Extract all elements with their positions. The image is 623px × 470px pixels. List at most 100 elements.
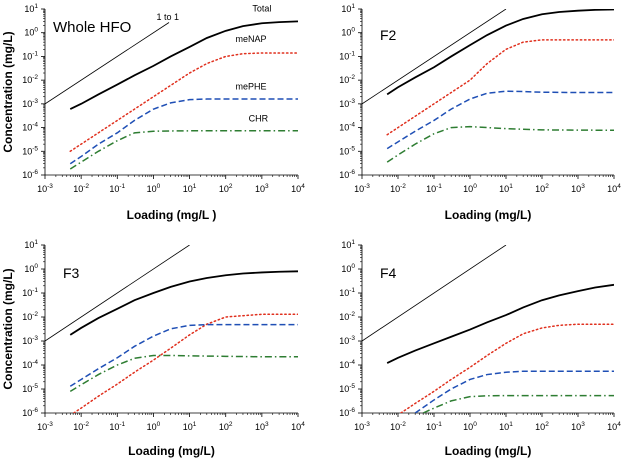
series-line-chr	[69, 354, 298, 392]
y-tick-label: 101	[341, 239, 355, 250]
series-line-chr	[69, 130, 298, 170]
x-tick-label: 101	[499, 421, 513, 432]
y-tick-label: 10-5	[339, 383, 355, 394]
y-tick-label: 100	[24, 263, 38, 274]
x-tick-label: 10-3	[354, 421, 370, 432]
chart-panel-3: 10-3 10-2 10-1 100 101 102 103 104 10-6 10-5 10-4 1…	[1, 239, 305, 458]
series-line-chr	[386, 125, 614, 163]
x-axis-label: Loading (mg/L)	[128, 444, 215, 458]
x-tick-label: 10-3	[37, 183, 53, 194]
y-tick-label: 10-3	[339, 98, 355, 109]
x-axis-label: Loading (mg/L)	[445, 444, 532, 458]
series-annotation: 1 to 1	[157, 12, 180, 22]
x-tick-label: 10-1	[426, 421, 442, 432]
y-tick-label: 101	[341, 3, 355, 14]
series-group	[362, 245, 614, 413]
y-tick-label: 10-1	[339, 50, 355, 61]
y-tick-label: 10-4	[339, 359, 355, 370]
x-tick-label: 104	[291, 421, 305, 432]
chart-panel-4: 10-3 10-2 10-1 100 101 102 103 104 10-6 10-5 10-4 1…	[339, 239, 621, 458]
series-annotation: CHR	[249, 114, 269, 124]
x-tick-label: 10-2	[73, 421, 89, 432]
y-tick-label: 10-4	[339, 122, 355, 133]
x-tick-label: 104	[607, 183, 621, 194]
series-line-1-to-1	[45, 245, 190, 342]
series-line-1-to-1	[45, 22, 170, 105]
series-annotation: Total	[252, 3, 271, 13]
x-tick-label: 104	[291, 183, 305, 194]
y-tick-label: 101	[24, 239, 38, 250]
y-axis-label: Concentration (mg/L)	[1, 268, 15, 389]
y-tick-label: 10-1	[22, 50, 38, 61]
y-axis-label: Concentration (mg/L)	[1, 31, 15, 152]
series-group	[362, 9, 614, 163]
chart-panel-1: 10-3 10-2 10-1 100 101 102 103 104 10-6 10-5 10-4 1…	[1, 3, 305, 222]
x-axis-label: Loading (mg/L)	[445, 208, 532, 222]
x-tick-label: 103	[571, 421, 585, 432]
x-tick-label: 100	[147, 183, 161, 194]
series-annotation: mePHE	[235, 82, 266, 92]
y-tick-label: 10-5	[339, 145, 355, 156]
x-tick-label: 10-2	[73, 183, 89, 194]
x-tick-label: 101	[183, 183, 197, 194]
series-group	[45, 245, 298, 413]
series-line-1-to-1	[362, 9, 507, 105]
x-tick-label: 101	[183, 421, 197, 432]
y-tick-label: 10-3	[339, 335, 355, 346]
y-tick-label: 101	[24, 3, 38, 14]
y-tick-label: 10-4	[22, 359, 38, 370]
series-line-total	[386, 9, 614, 96]
y-tick-label: 100	[341, 263, 355, 274]
y-tick-label: 10-6	[339, 407, 355, 418]
x-tick-label: 102	[219, 421, 233, 432]
y-tick-label: 10-6	[22, 407, 38, 418]
x-tick-label: 102	[535, 421, 549, 432]
y-tick-label: 10-2	[339, 74, 355, 85]
series-line-1-to-1	[362, 245, 507, 342]
x-tick-label: 10-1	[109, 421, 125, 432]
y-tick-label: 10-2	[22, 74, 38, 85]
y-tick-label: 10-5	[22, 383, 38, 394]
y-tick-label: 10-3	[22, 335, 38, 346]
series-line-menap	[386, 39, 614, 136]
x-tick-label: 10-2	[390, 421, 406, 432]
series-line-mephe	[69, 323, 298, 387]
x-tick-label: 101	[499, 183, 513, 194]
x-tick-label: 10-3	[37, 421, 53, 432]
x-tick-label: 10-2	[390, 183, 406, 194]
series-line-menap	[69, 52, 298, 153]
x-tick-label: 104	[607, 421, 621, 432]
x-tick-label: 102	[535, 183, 549, 194]
series-line-mephe	[386, 90, 614, 150]
y-tick-label: 10-2	[339, 311, 355, 322]
x-tick-label: 10-3	[354, 183, 370, 194]
panel-title: F3	[63, 265, 80, 281]
x-tick-label: 103	[255, 421, 269, 432]
x-axis-label: Loading (mg/L )	[127, 208, 217, 222]
chart-panel-2: 10-3 10-2 10-1 100 101 102 103 104 10-6 10-5 10-4 1…	[339, 3, 621, 222]
panel-title: F4	[380, 265, 397, 281]
y-tick-label: 10-1	[22, 287, 38, 298]
series-line-total	[386, 283, 614, 364]
x-tick-label: 10-1	[109, 183, 125, 194]
x-tick-label: 103	[255, 183, 269, 194]
x-tick-label: 100	[147, 421, 161, 432]
y-tick-label: 10-6	[22, 169, 38, 180]
y-tick-label: 10-4	[22, 122, 38, 133]
series-line-chr	[422, 394, 614, 413]
y-tick-label: 100	[341, 27, 355, 38]
series-line-menap	[400, 323, 614, 413]
series-annotation: meNAP	[235, 34, 266, 44]
x-tick-label: 103	[571, 183, 585, 194]
x-tick-label: 10-1	[426, 183, 442, 194]
x-tick-label: 100	[463, 421, 477, 432]
x-tick-label: 102	[219, 183, 233, 194]
y-tick-label: 10-1	[339, 287, 355, 298]
series-line-mephe	[414, 370, 614, 413]
series-line-mephe	[69, 98, 298, 165]
series-line-menap	[72, 313, 298, 413]
y-tick-label: 10-6	[339, 169, 355, 180]
series-line-total	[69, 270, 298, 336]
